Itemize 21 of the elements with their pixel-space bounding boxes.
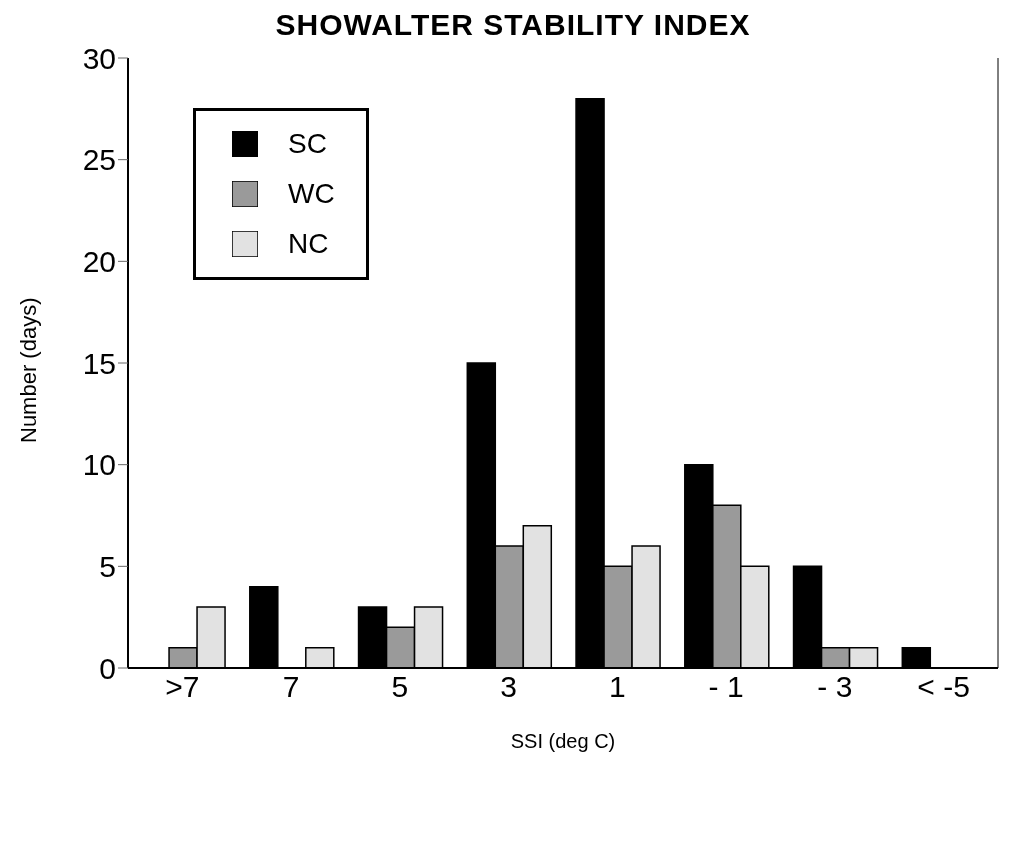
y-tick-label: 20 <box>82 244 116 278</box>
x-axis-title: SSI (deg C) <box>510 730 616 752</box>
y-tick-label: 0 <box>99 651 116 685</box>
y-tick-label: 15 <box>82 346 116 380</box>
y-tick-label: 30 <box>82 41 116 75</box>
x-tick-label: 5 <box>391 670 409 704</box>
y-tick-label: 25 <box>82 143 116 177</box>
x-tick-label: - 1 <box>708 670 744 704</box>
y-tick-label: 5 <box>99 549 116 583</box>
y-tick-label: 10 <box>82 448 116 482</box>
chart-title: SHOWALTER STABILITY INDEX <box>275 8 751 41</box>
x-tick-label: 1 <box>609 670 626 704</box>
x-tick-label: < -5 <box>917 670 970 704</box>
y-axis-title: Number (days) <box>15 297 41 443</box>
x-tick-label: 3 <box>500 670 517 704</box>
x-tick-label: 7 <box>282 670 300 704</box>
legend-label: WC <box>288 178 335 210</box>
legend-label: SC <box>288 128 327 160</box>
x-tick-label: >7 <box>165 670 200 704</box>
x-tick-label: - 3 <box>817 670 853 704</box>
legend-label: NC <box>288 228 329 260</box>
